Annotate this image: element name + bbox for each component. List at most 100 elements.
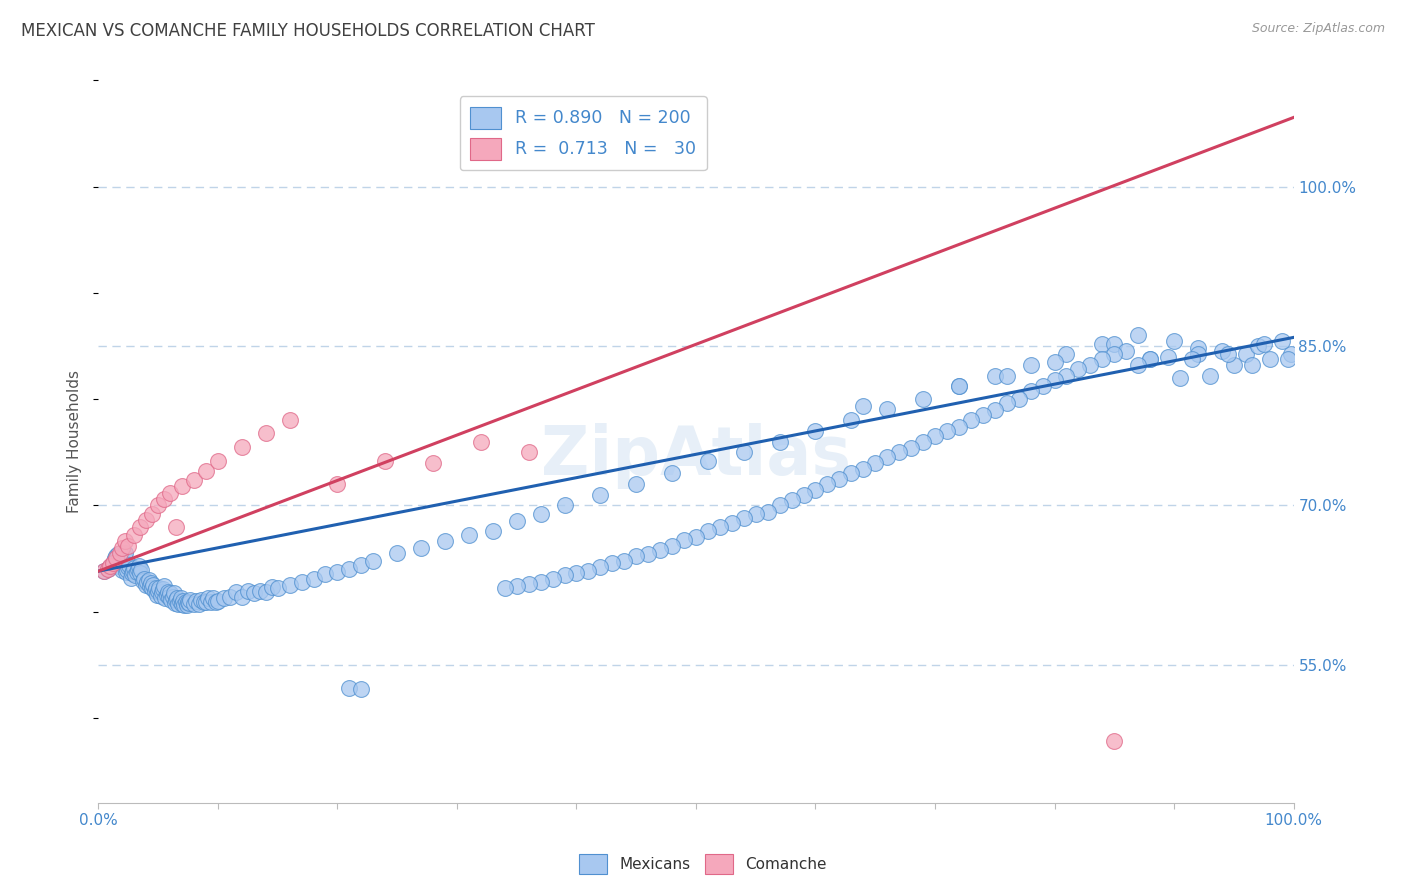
- Point: [111, 541, 134, 555]
- Point: [195, 464, 218, 478]
- Point: [162, 590, 184, 604]
- Point: [613, 553, 636, 567]
- Point: [1157, 350, 1180, 364]
- Legend: Mexicans, Comanche: Mexicans, Comanche: [574, 848, 832, 880]
- Point: [1187, 341, 1209, 355]
- Point: [243, 586, 266, 600]
- Point: [1091, 336, 1114, 351]
- Point: [841, 467, 863, 481]
- Point: [165, 592, 187, 607]
- Point: [793, 488, 815, 502]
- Point: [745, 507, 768, 521]
- Point: [411, 541, 433, 555]
- Point: [1104, 734, 1126, 748]
- Point: [93, 564, 115, 578]
- Point: [107, 558, 129, 573]
- Point: [129, 566, 152, 581]
- Point: [153, 491, 176, 506]
- Point: [876, 401, 898, 416]
- Point: [733, 511, 755, 525]
- Point: [1139, 351, 1161, 366]
- Point: [179, 592, 201, 607]
- Point: [193, 595, 215, 609]
- Point: [1043, 355, 1066, 369]
- Point: [103, 553, 125, 567]
- Point: [219, 590, 242, 604]
- Point: [972, 408, 994, 422]
- Point: [1277, 351, 1299, 366]
- Point: [207, 453, 229, 467]
- Point: [876, 450, 898, 465]
- Point: [1223, 358, 1246, 372]
- Point: [212, 591, 235, 605]
- Point: [278, 413, 301, 427]
- Point: [1128, 358, 1150, 372]
- Point: [1234, 347, 1257, 361]
- Point: [1115, 344, 1137, 359]
- Point: [100, 558, 122, 572]
- Point: [176, 598, 198, 612]
- Point: [1019, 384, 1042, 398]
- Point: [195, 595, 218, 609]
- Point: [170, 591, 193, 605]
- Point: [1128, 328, 1150, 343]
- Point: [121, 566, 143, 581]
- Point: [93, 564, 115, 578]
- Point: [697, 524, 720, 538]
- Point: [254, 585, 277, 599]
- Point: [207, 594, 229, 608]
- Point: [960, 413, 983, 427]
- Point: [1168, 371, 1191, 385]
- Point: [1043, 373, 1066, 387]
- Point: [148, 581, 170, 595]
- Point: [131, 563, 153, 577]
- Point: [661, 539, 683, 553]
- Text: MEXICAN VS COMANCHE FAMILY HOUSEHOLDS CORRELATION CHART: MEXICAN VS COMANCHE FAMILY HOUSEHOLDS CO…: [21, 22, 595, 40]
- Point: [685, 530, 707, 544]
- Point: [267, 581, 290, 595]
- Point: [350, 682, 373, 697]
- Point: [1216, 347, 1239, 361]
- Point: [254, 425, 277, 440]
- Point: [828, 472, 851, 486]
- Point: [152, 582, 174, 597]
- Point: [291, 574, 314, 589]
- Point: [146, 588, 169, 602]
- Point: [637, 547, 659, 561]
- Point: [112, 549, 135, 564]
- Point: [155, 588, 177, 602]
- Point: [107, 547, 129, 561]
- Point: [187, 597, 209, 611]
- Point: [225, 585, 247, 599]
- Point: [132, 572, 155, 586]
- Point: [780, 493, 803, 508]
- Point: [1056, 368, 1078, 383]
- Point: [554, 568, 576, 582]
- Point: [554, 498, 576, 512]
- Point: [97, 562, 120, 576]
- Point: [721, 516, 744, 531]
- Point: [517, 445, 540, 459]
- Point: [350, 558, 373, 572]
- Point: [172, 597, 194, 611]
- Point: [114, 546, 136, 560]
- Point: [135, 513, 157, 527]
- Point: [141, 581, 163, 595]
- Point: [995, 396, 1018, 410]
- Point: [458, 528, 481, 542]
- Point: [1247, 339, 1270, 353]
- Point: [125, 566, 148, 580]
- Point: [173, 598, 195, 612]
- Point: [249, 584, 271, 599]
- Point: [200, 595, 222, 609]
- Point: [150, 585, 173, 599]
- Point: [117, 539, 139, 553]
- Point: [165, 519, 187, 533]
- Point: [315, 567, 337, 582]
- Point: [153, 579, 176, 593]
- Text: Source: ZipAtlas.com: Source: ZipAtlas.com: [1251, 22, 1385, 36]
- Point: [852, 462, 875, 476]
- Point: [481, 524, 505, 538]
- Point: [565, 566, 588, 581]
- Point: [768, 498, 790, 512]
